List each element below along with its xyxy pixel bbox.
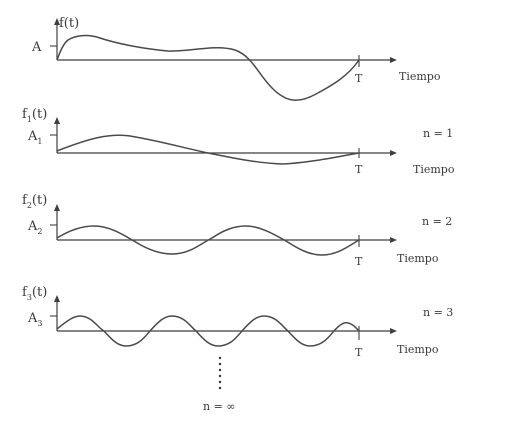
period-label: T [355, 346, 363, 359]
panel-original-signal: f(t) A T Tiempo [31, 16, 441, 101]
period-label: T [355, 72, 363, 85]
original-signal-curve [56, 34, 360, 101]
time-axis-arrow [390, 57, 397, 63]
panel-harmonic-2: f2(t) A2 n = 2 T Tiempo [22, 193, 452, 268]
ellipsis-dot [218, 356, 222, 360]
time-axis-arrow [390, 150, 397, 156]
time-axis-arrow [390, 237, 397, 243]
y-axis-arrow [54, 295, 60, 302]
y-axis-arrow [54, 117, 60, 124]
time-axis-label: Tiempo [413, 163, 455, 176]
period-label: T [355, 255, 363, 268]
amplitude-label: A3 [27, 311, 42, 328]
harmonic-function-label: f2(t) [22, 193, 47, 210]
panel-harmonic-3: f3(t) A3 n = 3 T Tiempo [22, 285, 453, 359]
y-axis-arrow [54, 204, 60, 211]
ellipsis-dot [218, 374, 222, 378]
harmonic-index-label: n = 3 [423, 306, 453, 319]
harmonic-1-curve [56, 134, 360, 165]
harmonic-3-curve [56, 315, 360, 347]
ellipsis-dot [218, 368, 222, 372]
time-axis-label: Tiempo [397, 343, 439, 356]
amplitude-label: A [31, 40, 42, 55]
harmonic-function-label: f3(t) [22, 285, 47, 302]
amplitude-label: A1 [27, 129, 42, 146]
time-axis-arrow [390, 328, 397, 334]
harmonic-index-label: n = 2 [422, 215, 452, 228]
harmonic-function-label: f1(t) [22, 107, 47, 124]
ellipsis-dot [218, 380, 222, 384]
continuation-ellipsis [218, 356, 222, 390]
panel-harmonic-1: f1(t) A1 n = 1 T Tiempo [22, 107, 455, 176]
y-axis-arrow [54, 18, 60, 25]
harmonic-index-label: n = 1 [423, 127, 453, 140]
signal-function-label: f(t) [59, 16, 79, 31]
amplitude-label: A2 [27, 219, 42, 236]
time-axis-label: Tiempo [397, 252, 439, 265]
n-infinity-label: n = ∞ [203, 400, 235, 413]
harmonic-2-curve [56, 225, 360, 256]
ellipsis-dot [218, 386, 222, 390]
time-axis-label: Tiempo [399, 70, 441, 83]
period-label: T [355, 163, 363, 176]
ellipsis-dot [218, 362, 222, 366]
